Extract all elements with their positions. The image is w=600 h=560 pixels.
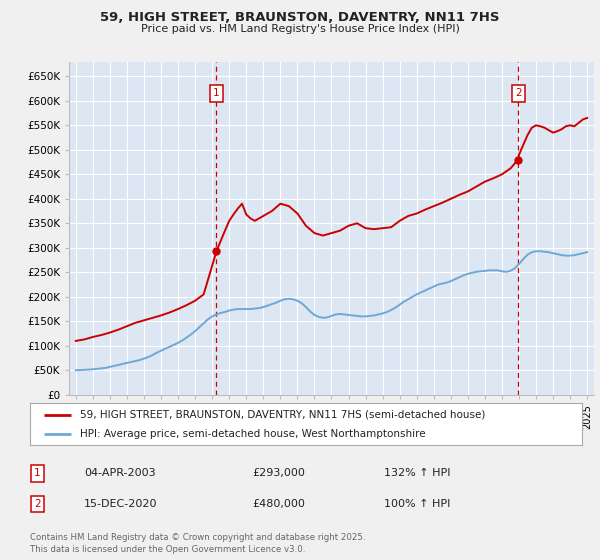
Text: Price paid vs. HM Land Registry's House Price Index (HPI): Price paid vs. HM Land Registry's House … (140, 24, 460, 34)
Text: HPI: Average price, semi-detached house, West Northamptonshire: HPI: Average price, semi-detached house,… (80, 429, 425, 439)
Text: £293,000: £293,000 (252, 468, 305, 478)
Text: 1: 1 (34, 468, 41, 478)
Text: 59, HIGH STREET, BRAUNSTON, DAVENTRY, NN11 7HS (semi-detached house): 59, HIGH STREET, BRAUNSTON, DAVENTRY, NN… (80, 409, 485, 419)
Text: 132% ↑ HPI: 132% ↑ HPI (384, 468, 451, 478)
Text: 2: 2 (515, 88, 521, 99)
Text: 100% ↑ HPI: 100% ↑ HPI (384, 499, 451, 509)
Text: £480,000: £480,000 (252, 499, 305, 509)
Text: 2: 2 (34, 499, 41, 509)
Text: 59, HIGH STREET, BRAUNSTON, DAVENTRY, NN11 7HS: 59, HIGH STREET, BRAUNSTON, DAVENTRY, NN… (100, 11, 500, 24)
Text: 1: 1 (213, 88, 220, 99)
Text: 15-DEC-2020: 15-DEC-2020 (84, 499, 157, 509)
Text: 04-APR-2003: 04-APR-2003 (84, 468, 155, 478)
Text: Contains HM Land Registry data © Crown copyright and database right 2025.
This d: Contains HM Land Registry data © Crown c… (30, 533, 365, 554)
